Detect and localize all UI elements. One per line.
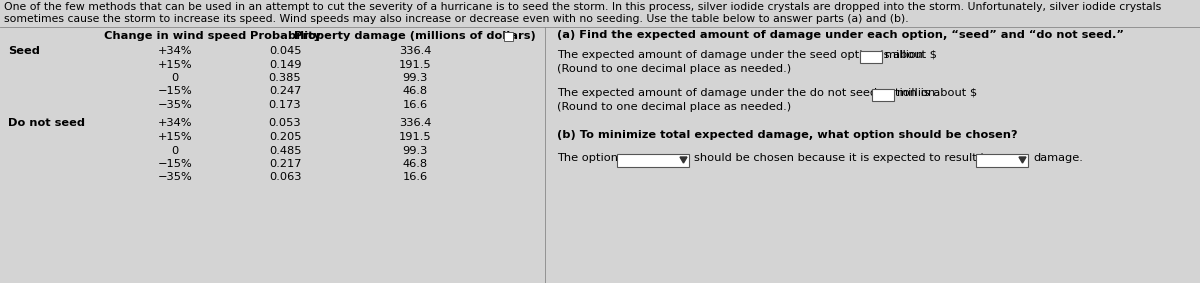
Text: −35%: −35%	[157, 173, 192, 183]
Bar	[872, 89, 894, 101]
Text: 0.053: 0.053	[269, 119, 301, 128]
Text: (a) Find the expected amount of damage under each option, “seed” and “do not see: (a) Find the expected amount of damage u…	[557, 30, 1124, 40]
Text: 0.247: 0.247	[269, 87, 301, 97]
Bar	[860, 51, 882, 63]
Text: Seed: Seed	[8, 46, 40, 56]
Text: (b) To minimize total expected damage, what option should be chosen?: (b) To minimize total expected damage, w…	[557, 130, 1018, 140]
Text: (Round to one decimal place as needed.): (Round to one decimal place as needed.)	[557, 102, 791, 112]
Text: 191.5: 191.5	[398, 59, 431, 70]
Text: −35%: −35%	[157, 100, 192, 110]
Text: 16.6: 16.6	[402, 173, 427, 183]
Text: 16.6: 16.6	[402, 100, 427, 110]
Text: damage.: damage.	[1033, 153, 1082, 163]
Polygon shape	[1019, 157, 1026, 163]
Text: 0.485: 0.485	[269, 145, 301, 155]
Text: million.: million.	[898, 88, 938, 98]
Text: 0.045: 0.045	[269, 46, 301, 56]
Text: 46.8: 46.8	[402, 159, 427, 169]
Text: The option: The option	[557, 153, 618, 163]
Text: 336.4: 336.4	[398, 119, 431, 128]
Text: −15%: −15%	[157, 159, 192, 169]
Text: (Round to one decimal place as needed.): (Round to one decimal place as needed.)	[557, 64, 791, 74]
Bar	[617, 154, 689, 167]
Text: Do not seed: Do not seed	[8, 119, 85, 128]
Text: should be chosen because it is expected to result in: should be chosen because it is expected …	[694, 153, 991, 163]
Text: 0.385: 0.385	[269, 73, 301, 83]
Text: Property damage (millions of dollars): Property damage (millions of dollars)	[294, 31, 536, 41]
Text: 0.205: 0.205	[269, 132, 301, 142]
Text: 99.3: 99.3	[402, 73, 427, 83]
Text: 0.063: 0.063	[269, 173, 301, 183]
Text: −15%: −15%	[157, 87, 192, 97]
Text: The expected amount of damage under the seed option is about $: The expected amount of damage under the …	[557, 50, 937, 60]
Polygon shape	[680, 157, 686, 163]
Text: 0.149: 0.149	[269, 59, 301, 70]
Text: 0.173: 0.173	[269, 100, 301, 110]
Text: Probability: Probability	[250, 31, 320, 41]
Text: sometimes cause the storm to increase its speed. Wind speeds may also increase o: sometimes cause the storm to increase it…	[4, 14, 908, 24]
Text: 46.8: 46.8	[402, 87, 427, 97]
Text: 0: 0	[172, 145, 179, 155]
Text: 99.3: 99.3	[402, 145, 427, 155]
Text: +34%: +34%	[157, 46, 192, 56]
Bar	[976, 154, 1028, 167]
Text: The expected amount of damage under the do not seed option is about $: The expected amount of damage under the …	[557, 88, 977, 98]
Text: +15%: +15%	[157, 59, 192, 70]
Text: million.: million.	[886, 50, 926, 60]
Text: +34%: +34%	[157, 119, 192, 128]
Text: 0: 0	[172, 73, 179, 83]
Bar	[504, 32, 514, 41]
Text: 0.217: 0.217	[269, 159, 301, 169]
Text: 336.4: 336.4	[398, 46, 431, 56]
Text: +15%: +15%	[157, 132, 192, 142]
Text: Change in wind speed: Change in wind speed	[104, 31, 246, 41]
Text: 191.5: 191.5	[398, 132, 431, 142]
Text: One of the few methods that can be used in an attempt to cut the severity of a h: One of the few methods that can be used …	[4, 2, 1162, 12]
